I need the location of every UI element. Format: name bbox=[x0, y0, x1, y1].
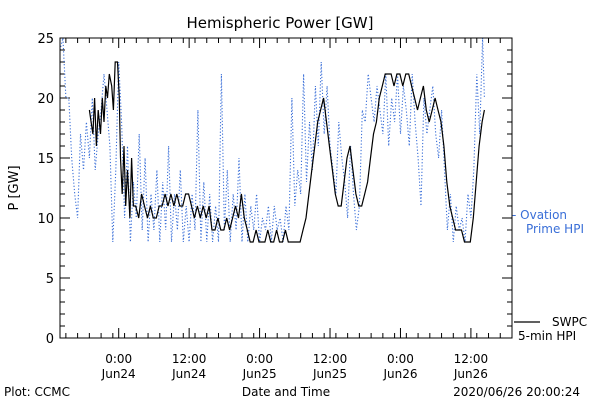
y-tick-label: 5 bbox=[46, 272, 54, 287]
legend-ovation-label-line1: - Ovation bbox=[512, 208, 567, 222]
x-tick-time: 12:00 bbox=[313, 352, 348, 366]
ovation-hpi-series-line bbox=[59, 37, 485, 243]
swpc-hpi-series-line bbox=[88, 61, 485, 243]
y-tick-label: 25 bbox=[37, 32, 54, 47]
x-tick-date: Jun24 bbox=[101, 367, 136, 381]
y-tick-label: 0 bbox=[46, 332, 54, 347]
y-tick-label: 15 bbox=[37, 152, 54, 167]
y-axis-ticks: 0 5 10 15 20 25 bbox=[37, 32, 512, 347]
x-tick-time: 12:00 bbox=[454, 352, 489, 366]
x-axis-ticks: 0:00Jun2412:00Jun240:00Jun2512:00Jun250:… bbox=[65, 38, 501, 381]
plot-frame bbox=[59, 37, 513, 339]
x-tick-date: Jun26 bbox=[453, 367, 488, 381]
y-axis-label: P [GW] bbox=[7, 165, 22, 210]
x-tick-time: 0:00 bbox=[387, 352, 414, 366]
y-tick-label: 20 bbox=[37, 92, 54, 107]
series-layer bbox=[59, 37, 485, 243]
legend-swpc-label-line2: 5-min HPI bbox=[518, 329, 576, 343]
legend-swpc-label-line1: SWPC bbox=[552, 315, 587, 329]
x-tick-time: 0:00 bbox=[105, 352, 132, 366]
x-tick-date: Jun25 bbox=[242, 367, 277, 381]
legend-ovation-label-line2: Prime HPI bbox=[526, 222, 584, 236]
plot-credit: Plot: CCMC bbox=[4, 385, 70, 399]
chart-title: Hemispheric Power [GW] bbox=[187, 14, 374, 32]
x-tick-date: Jun25 bbox=[312, 367, 347, 381]
x-tick-time: 12:00 bbox=[172, 352, 207, 366]
x-axis-label: Date and Time bbox=[242, 385, 330, 399]
y-tick-label: 10 bbox=[37, 212, 54, 227]
x-tick-date: Jun26 bbox=[382, 367, 417, 381]
x-tick-time: 0:00 bbox=[246, 352, 273, 366]
plot-timestamp: 2020/06/26 20:00:24 bbox=[453, 385, 580, 399]
x-tick-date: Jun24 bbox=[171, 367, 206, 381]
